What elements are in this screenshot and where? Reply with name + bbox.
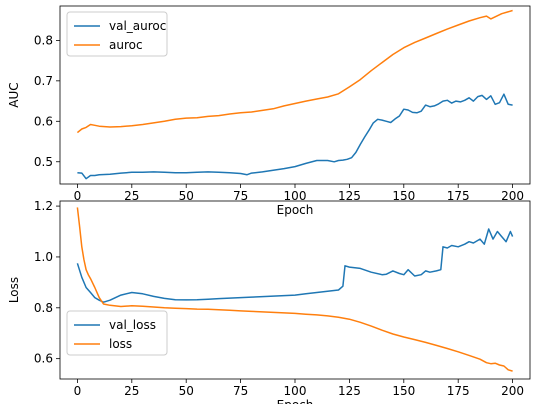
x-tick-label: 0 <box>74 189 82 203</box>
series-line-auroc <box>76 9 513 134</box>
x-tick-label: 200 <box>501 384 524 398</box>
x-tick-label: 75 <box>233 189 248 203</box>
legend-label-val_auroc: val_auroc <box>109 19 166 33</box>
y-tick-label: 0.8 <box>34 33 53 47</box>
x-tick-label: 50 <box>179 189 194 203</box>
y-axis-label: AUC <box>7 82 21 107</box>
x-tick-label: 175 <box>447 384 470 398</box>
series-line-val_loss <box>76 228 514 303</box>
x-tick-label: 150 <box>392 189 415 203</box>
x-tick-label: 150 <box>392 384 415 398</box>
x-tick-label: 125 <box>338 384 361 398</box>
y-tick-label: 0.5 <box>34 155 53 169</box>
x-tick-label: 200 <box>501 189 524 203</box>
x-axis-label: Epoch <box>277 203 314 217</box>
x-tick-label: 25 <box>124 189 139 203</box>
x-tick-label: 100 <box>284 189 307 203</box>
x-tick-label: 125 <box>338 189 361 203</box>
legend-label-val_loss: val_loss <box>109 318 156 332</box>
y-tick-label: 1.0 <box>34 250 53 264</box>
y-tick-label: 0.6 <box>34 114 53 128</box>
y-tick-label: 0.8 <box>34 301 53 315</box>
x-axis-label: Epoch <box>277 398 314 404</box>
x-tick-label: 75 <box>233 384 248 398</box>
chart-panel-2: 0 25 50 75 100 125 150 175 200 0.6 0.8 1.0 1.2 Epoch L… <box>7 199 531 404</box>
legend-label-loss: loss <box>109 337 132 351</box>
y-axis-label: Loss <box>7 277 21 303</box>
x-tick-label: 0 <box>74 384 82 398</box>
y-tick-label: 1.2 <box>34 199 53 213</box>
x-tick-label: 100 <box>284 384 307 398</box>
series-line-val_auroc <box>77 93 513 180</box>
y-tick-label: 0.7 <box>34 74 53 88</box>
x-tick-label: 25 <box>124 384 139 398</box>
y-tick-label: 0.6 <box>34 352 53 366</box>
x-tick-label: 50 <box>179 384 194 398</box>
chart-panel-1: 0 25 50 75 100 125 150 175 200 0.5 0.6 0.7 0.8 Epoch A… <box>7 5 531 217</box>
x-tick-label: 175 <box>447 189 470 203</box>
series-line-loss <box>76 207 513 372</box>
legend-label-auroc: auroc <box>109 38 143 52</box>
